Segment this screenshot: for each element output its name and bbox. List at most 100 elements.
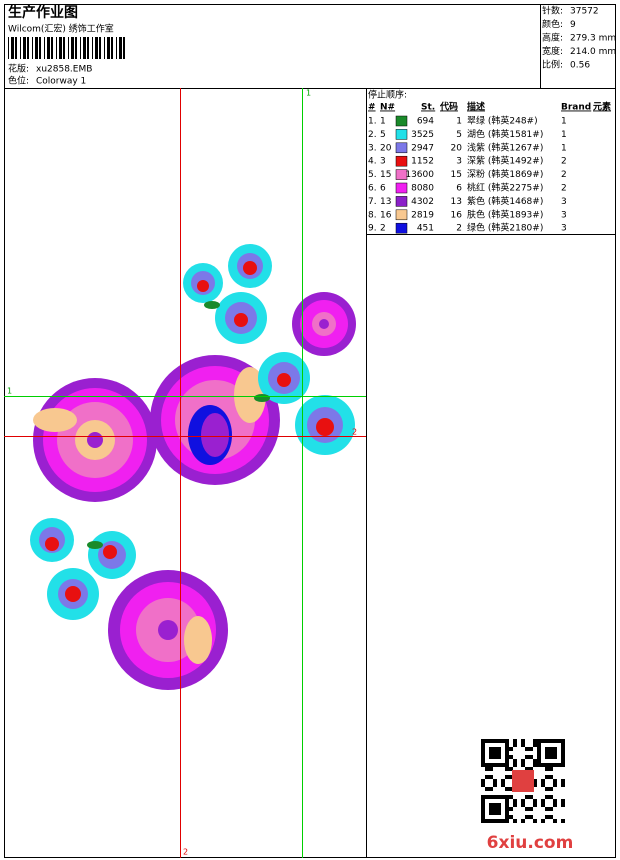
guide-label: 1 [7,387,12,396]
color-swatch [395,169,408,180]
qr-cell [481,795,485,799]
code: 20 [451,143,463,153]
design: xu2858.EMB [36,65,92,75]
color-swatch [395,129,408,140]
guide-label: 2 [352,428,357,437]
qr-cell [553,751,557,755]
qr-cell [497,755,501,759]
qr-cell [561,783,565,787]
description: 绿色 (韩英2180#) [467,222,543,234]
qr-cell [545,755,549,759]
color-swatch [395,115,408,127]
column-header: St. [421,103,435,113]
qr-cell [545,767,549,771]
qr-cell [553,799,557,803]
qr-cell [541,739,545,743]
qr-cell [489,811,493,815]
qr-cell [513,799,517,803]
info-label: 颜色: [542,18,563,30]
qr-cell [561,759,565,763]
color-swatch [395,222,408,234]
color-swatch [395,142,408,154]
qr-cell [493,763,497,767]
qr-cell [497,819,501,823]
qr-cell [549,787,553,791]
bar-stripe [111,37,113,59]
qr-cell [553,803,557,807]
code: 13 [451,197,462,207]
qr-cell [505,819,509,823]
qr-cell [537,755,541,759]
row-number: 5. [368,170,377,180]
qr-cell [525,767,529,771]
code: 3 [456,157,462,167]
qr-cell [505,775,509,779]
guide-label: 1 [306,89,311,98]
qr-cell [497,747,501,751]
qr-cell [501,819,505,823]
qr-cell [489,755,493,759]
row-number: 2. [368,130,377,140]
brand: 2 [561,184,567,194]
qr-cell [561,751,565,755]
qr-cell [513,759,517,763]
qr-cell [561,739,565,743]
qr-cell [489,739,493,743]
title: 生产作业图 [8,4,78,21]
qr-cell [489,763,493,767]
qr-cell [505,799,509,803]
needle: 2 [380,224,386,234]
code: 1 [456,117,462,127]
bar-stripe [23,37,26,59]
qr-cell [481,739,485,743]
qr-cell [513,763,517,767]
column-header: # [368,103,376,113]
qr-cell [541,803,545,807]
qr-cell [505,795,509,799]
brand: 3 [561,224,567,234]
qr-cell [481,747,485,751]
row-number: 4. [368,157,377,167]
bar-stripe [83,37,86,59]
brand: 1 [561,143,567,153]
info-label: 宽度: [542,45,563,57]
company: Wilcom(汇宏) 绣饰工作室 [8,23,114,35]
qr-cell [521,799,525,803]
qr-cell [537,739,541,743]
qr-cell [529,755,533,759]
info-value: 214.0 mm [570,47,616,57]
code: 6 [456,184,462,194]
qr-cell [505,747,509,751]
qr-cell [513,743,517,747]
watermark: 6xiu.com [487,833,574,853]
qr-cell [533,759,537,763]
qr-cell [553,819,557,823]
qr-cell [561,747,565,751]
qr-cell [553,739,557,743]
qr-cell [525,815,529,819]
qr-cell [481,743,485,747]
qr-cell [489,747,493,751]
qr-cell [557,763,561,767]
qr-cell [553,747,557,751]
info-label: 高度: [542,32,563,44]
qr-cell [493,811,497,815]
bar-stripe [71,37,74,59]
qr-cell [561,743,565,747]
stitches: 8080 [411,184,434,194]
needle: 1 [380,117,386,127]
qr-cell [549,767,553,771]
qr-cell [493,803,497,807]
bar-stripe [119,37,122,59]
qr-cell [537,763,541,767]
qr-cell [537,759,541,763]
qr-cell [513,739,517,743]
colorway-label: 色位: [8,75,29,87]
qr-cell [497,763,501,767]
bar-stripe [11,37,14,59]
qr-cell [549,763,553,767]
needle: 6 [380,184,386,194]
bar-stripe [39,37,41,59]
qr-cell [497,807,501,811]
